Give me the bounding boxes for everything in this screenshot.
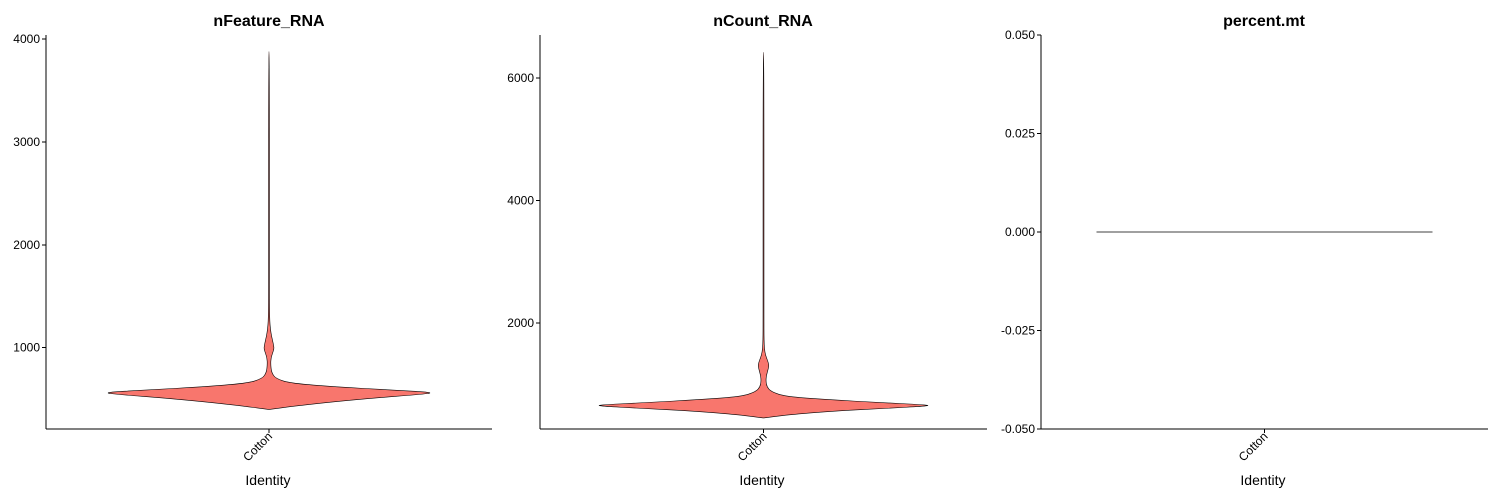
y-tick-label: 0.025 xyxy=(1005,127,1035,141)
violin-cotton xyxy=(107,51,431,410)
x-tick-label: Cotton xyxy=(735,429,770,464)
y-tick-label: 0.050 xyxy=(1005,28,1035,42)
panel-title: nFeature_RNA xyxy=(213,13,325,30)
y-tick-label: 6000 xyxy=(507,71,534,85)
y-tick-label: 1000 xyxy=(13,341,40,355)
x-axis-title: Identity xyxy=(245,472,290,488)
y-tick-label: 4000 xyxy=(13,32,40,46)
y-tick-label: -0.025 xyxy=(1001,324,1035,338)
x-axis-title: Identity xyxy=(739,472,784,488)
y-tick-label: 2000 xyxy=(13,238,40,252)
violin-cotton xyxy=(598,51,929,419)
x-tick-label: Cotton xyxy=(1236,429,1271,464)
y-tick-label: 0.000 xyxy=(1005,225,1035,239)
panel-title: nCount_RNA xyxy=(713,13,813,30)
y-tick-label: 2000 xyxy=(507,316,534,330)
y-tick-label: 4000 xyxy=(507,193,534,207)
x-axis-title: Identity xyxy=(1240,472,1285,488)
y-tick-label: -0.050 xyxy=(1001,422,1035,436)
x-tick-label: Cotton xyxy=(240,429,275,464)
panel-title: percent.mt xyxy=(1223,13,1305,30)
y-tick-label: 3000 xyxy=(13,135,40,149)
